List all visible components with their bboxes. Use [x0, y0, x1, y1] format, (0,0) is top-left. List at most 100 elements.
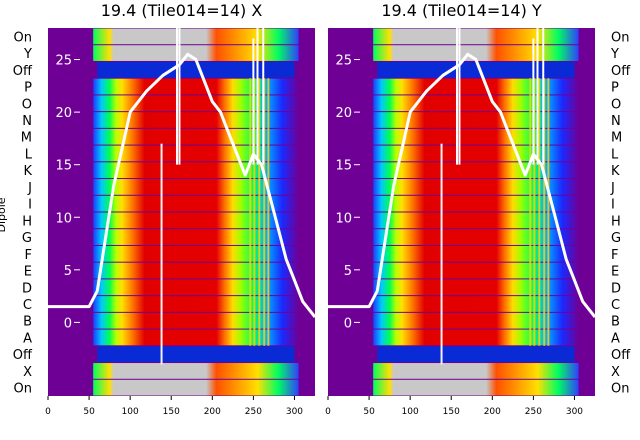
dipole-label: I [611, 198, 615, 213]
dipole-label: N [22, 114, 32, 129]
overlay-y-tick-label: 0 [344, 316, 352, 331]
overlay-y-tick-label: 5 [64, 264, 72, 279]
x-tick-label: 300 [286, 407, 303, 417]
dipole-label: On [611, 382, 629, 397]
overlay-y-tick-label: 20 [335, 106, 352, 121]
heatmap-row-p-3 [93, 78, 299, 95]
dipole-label: A [611, 331, 620, 346]
heatmap-row-n-5 [373, 112, 579, 128]
heatmap-row-n-5 [93, 112, 299, 128]
heatmap-row-j-9 [93, 179, 299, 195]
x-tick-label: 50 [83, 407, 95, 417]
dipole-label: G [22, 231, 32, 246]
heatmap-streak-2 [538, 78, 541, 346]
overlay-y-tick-label: 25 [55, 54, 72, 69]
heatmap-white-streak [160, 143, 163, 365]
heatmap-row-a-18 [93, 329, 299, 346]
heatmap-row-off-19 [377, 346, 575, 363]
overlay-y-tick-label: 15 [55, 159, 72, 174]
x-tick-label: 0 [45, 407, 51, 417]
heatmap-streak-4 [547, 78, 550, 346]
heatmap-row-g-12 [373, 229, 579, 245]
heatmap-row-x-20 [93, 363, 299, 379]
heatmap-row-d-15 [93, 279, 299, 296]
heatmap-row-i-10 [373, 195, 579, 212]
heatmap-streak-1 [533, 78, 536, 346]
dipole-label: F [611, 248, 618, 263]
dipole-label: Off [13, 348, 33, 363]
dipole-label: Off [13, 64, 33, 79]
heatmap-row-y-1 [93, 45, 299, 61]
dipole-label: Off [611, 64, 631, 79]
dipole-label: Y [610, 47, 619, 62]
dipole-label: F [25, 248, 32, 263]
x-tick-label: 300 [566, 407, 583, 417]
dipole-label: B [23, 315, 32, 330]
x-tick-label: 50 [363, 407, 375, 417]
heatmap-streak-2 [258, 78, 261, 346]
heatmap-row-y-1 [373, 45, 579, 61]
y-axis-label: Dipole [0, 197, 8, 232]
heatmap-row-o-4 [373, 95, 579, 112]
dipole-label: K [611, 164, 620, 179]
dipole-label: On [14, 30, 32, 45]
heatmap-row-f-13 [93, 245, 299, 262]
overlay-y-tick-label: 20 [55, 106, 72, 121]
x-tick-label: 150 [163, 407, 180, 417]
heatmap-row-p-3 [373, 78, 579, 95]
dipole-label: C [611, 298, 620, 313]
heatmap-panel-1: 0 5 10 15 20 25 [48, 28, 317, 396]
heatmap-row-a-18 [373, 329, 579, 346]
dipole-label: L [611, 147, 619, 162]
chart-title: 19.4 (Tile014=14) X [101, 1, 263, 20]
heatmap-row-on-0 [373, 28, 579, 45]
dipole-label: On [14, 382, 32, 397]
overlay-y-tick-label: 10 [55, 211, 72, 226]
x-tick-label: 150 [443, 407, 460, 417]
heatmap-row-on-0 [93, 28, 299, 45]
heatmap-streak-1 [253, 78, 256, 346]
heatmap-row-c-16 [373, 296, 579, 312]
dipole-label: I [28, 198, 32, 213]
heatmap-row-b-17 [93, 312, 299, 329]
heatmap-row-off-19 [97, 346, 295, 363]
dipole-label: D [611, 281, 621, 296]
chart-title: 19.4 (Tile014=14) Y [381, 1, 542, 20]
heatmap-row-g-12 [93, 229, 299, 245]
dipole-label: B [611, 315, 620, 330]
overlay-y-tick-label: 15 [335, 159, 352, 174]
dipole-label: O [611, 97, 621, 112]
heatmap-row-l-7 [93, 145, 299, 162]
heatmap-row-b-17 [373, 312, 579, 329]
dipole-label: C [23, 298, 32, 313]
heatmap-row-m-6 [373, 128, 579, 145]
dipole-label: K [23, 164, 32, 179]
heatmap-row-on-21 [93, 379, 299, 396]
heatmap-row-e-14 [373, 262, 579, 279]
dipole-label: A [23, 331, 32, 346]
dipole-label: H [611, 214, 621, 229]
dipole-label: N [611, 114, 621, 129]
overlay-line [48, 52, 317, 319]
heatmap-row-o-4 [93, 95, 299, 112]
dipole-label: Y [23, 47, 32, 62]
dipole-label: H [22, 214, 32, 229]
heatmap-streak-3 [543, 78, 546, 346]
heatmap-streak-3 [263, 78, 266, 346]
overlay-line [328, 52, 597, 319]
dipole-label: E [611, 265, 619, 280]
x-tick-label: 200 [204, 407, 221, 417]
heatmap-row-e-14 [93, 262, 299, 279]
x-tick-label: 0 [325, 407, 331, 417]
heatmap-row-h-11 [93, 212, 299, 229]
x-tick-label: 250 [525, 407, 542, 417]
dipole-label: M [611, 131, 622, 146]
overlay-y-tick-label: 25 [335, 54, 352, 69]
heatmap-streak-0 [529, 78, 532, 346]
x-tick-label: 100 [122, 407, 139, 417]
heatmap-row-d-15 [373, 279, 579, 296]
dipole-label: G [611, 231, 621, 246]
x-tick-label: 250 [245, 407, 262, 417]
dipole-label: P [611, 81, 619, 96]
